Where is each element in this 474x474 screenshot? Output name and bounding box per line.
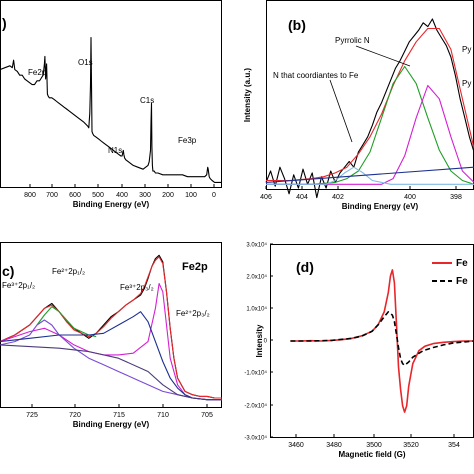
series-line-4: [266, 166, 474, 185]
legend-label: Fe: [456, 276, 468, 287]
x-tick-label: 720: [69, 412, 81, 419]
series-line-0: [0, 254, 222, 399]
x-axis-label: Binding Energy (eV): [73, 200, 150, 209]
y-tick-label: 0: [264, 339, 268, 345]
x-tick-label: 800: [24, 192, 36, 199]
x-tick-label: 500: [92, 192, 104, 199]
series-line-4: [0, 319, 222, 401]
series-line-6: [0, 344, 222, 401]
annotation-label: Fe³⁺2p₃/₂: [120, 283, 154, 292]
x-tick-label: 300: [139, 192, 151, 199]
series-line-1: [266, 27, 474, 182]
y-tick-label: -1.0x10⁴: [244, 370, 267, 377]
x-tick-label: 700: [46, 192, 58, 199]
annotation-label: N1s: [108, 146, 122, 155]
arrow-fe-coord: [329, 79, 353, 143]
plot-frame: [0, 0, 222, 188]
x-tick-label: 3500: [366, 442, 382, 449]
x-tick-label: 3520: [403, 442, 419, 449]
series-line-3: [0, 282, 222, 401]
x-tick-label: 3480: [326, 442, 342, 449]
annotation-label: Py: [462, 79, 471, 88]
x-tick-label: 715: [113, 412, 125, 419]
x-tick-label: 3460: [288, 442, 304, 449]
x-tick-label: 354: [448, 442, 460, 449]
panel-title: Fe2p: [182, 261, 208, 273]
arrow-pyrrolic: [355, 45, 411, 67]
x-tick-label: 402: [332, 194, 344, 201]
x-tick-label: 0: [212, 192, 216, 199]
x-tick-label: 398: [450, 194, 462, 201]
annotation-label: O1s: [78, 58, 93, 67]
series-line-0: [265, 18, 474, 199]
annotation-label: Fe3p: [178, 136, 197, 145]
y-tick-label: -2.0x10⁴: [244, 403, 267, 410]
annotation-label: Fe²⁺2p₁/₂: [52, 267, 85, 276]
annotation-label: N that coordiantes to Fe: [273, 71, 359, 80]
series-line-0: [0, 37, 222, 183]
panel-1: [265, 0, 474, 199]
annotation-label: Py: [462, 45, 471, 54]
panel-2: [0, 242, 222, 408]
series-line-1: [290, 311, 474, 367]
y-axis-label: Intensity (a.u.): [243, 68, 252, 123]
x-tick-label: 404: [296, 194, 308, 201]
x-axis-label: Binding Energy (eV): [73, 420, 150, 429]
series-line-2: [266, 65, 474, 185]
annotation-label: Fe²⁺2p₃/₂: [176, 309, 210, 318]
x-tick-label: 600: [69, 192, 81, 199]
panel-label: c): [2, 263, 14, 279]
x-tick-label: 400: [116, 192, 128, 199]
x-tick-label: 406: [260, 194, 272, 201]
x-tick-label: 100: [185, 192, 197, 199]
series-line-5: [265, 166, 474, 183]
x-tick-label: 705: [201, 412, 213, 419]
series-line-3: [266, 84, 474, 185]
legend-label: Fe: [456, 258, 468, 269]
x-axis-label: Magnetic field (G): [338, 450, 405, 459]
x-tick-label: 710: [157, 412, 169, 419]
y-tick-label: 3.0x10⁴: [246, 242, 267, 249]
y-tick-label: 1.0x10⁴: [246, 306, 267, 313]
series-line-2: [36, 306, 97, 338]
panel-label: (b): [288, 17, 306, 33]
plot-frame: [0, 242, 222, 408]
panel-label: (d): [296, 259, 314, 275]
annotation-label: Fe³⁺2p₁/₂: [2, 281, 35, 290]
x-tick-label: 725: [26, 412, 38, 419]
y-axis-label: Intensity: [255, 324, 264, 357]
panel-label: ): [2, 15, 7, 31]
series-line-5: [0, 311, 222, 401]
y-tick-label: -3.0x10⁴: [244, 435, 267, 442]
panel-0: [0, 0, 222, 188]
x-axis-label: Binding Energy (eV): [342, 202, 419, 211]
x-tick-label: 400: [404, 194, 416, 201]
y-tick-label: 2.0x10⁴: [246, 274, 267, 281]
annotation-label: C1s: [140, 96, 154, 105]
series-line-1: [0, 256, 222, 399]
annotation-label: Pyrrolic N: [335, 36, 370, 45]
annotation-label: Fe2p: [28, 68, 47, 77]
x-tick-label: 200: [162, 192, 174, 199]
